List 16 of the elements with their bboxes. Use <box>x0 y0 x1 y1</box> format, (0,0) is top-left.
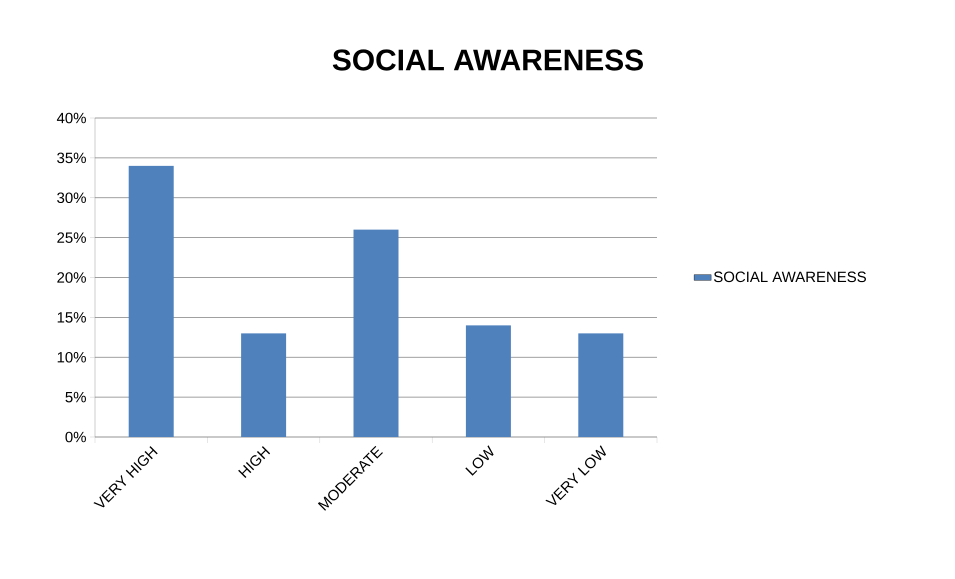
bar <box>354 230 399 437</box>
bar <box>128 166 174 437</box>
y-tick-label: 10% <box>58 352 86 363</box>
bar <box>241 333 286 437</box>
y-tick-label: 20% <box>57 272 86 283</box>
y-tick-label: 40% <box>56 112 86 124</box>
y-tick-label: 15% <box>58 312 86 323</box>
legend-label: SOCIAL AWARENESS <box>714 272 866 282</box>
bar <box>466 325 511 437</box>
y-tick-label: 25% <box>57 232 86 243</box>
bar <box>578 333 624 437</box>
y-tick-label: 35% <box>57 152 86 164</box>
y-tick-label: 30% <box>57 192 86 204</box>
y-tick-label: 5% <box>65 392 86 402</box>
chart-title: SOCIAL AWARENESS <box>332 49 643 71</box>
y-tick-label: 0% <box>65 432 86 442</box>
